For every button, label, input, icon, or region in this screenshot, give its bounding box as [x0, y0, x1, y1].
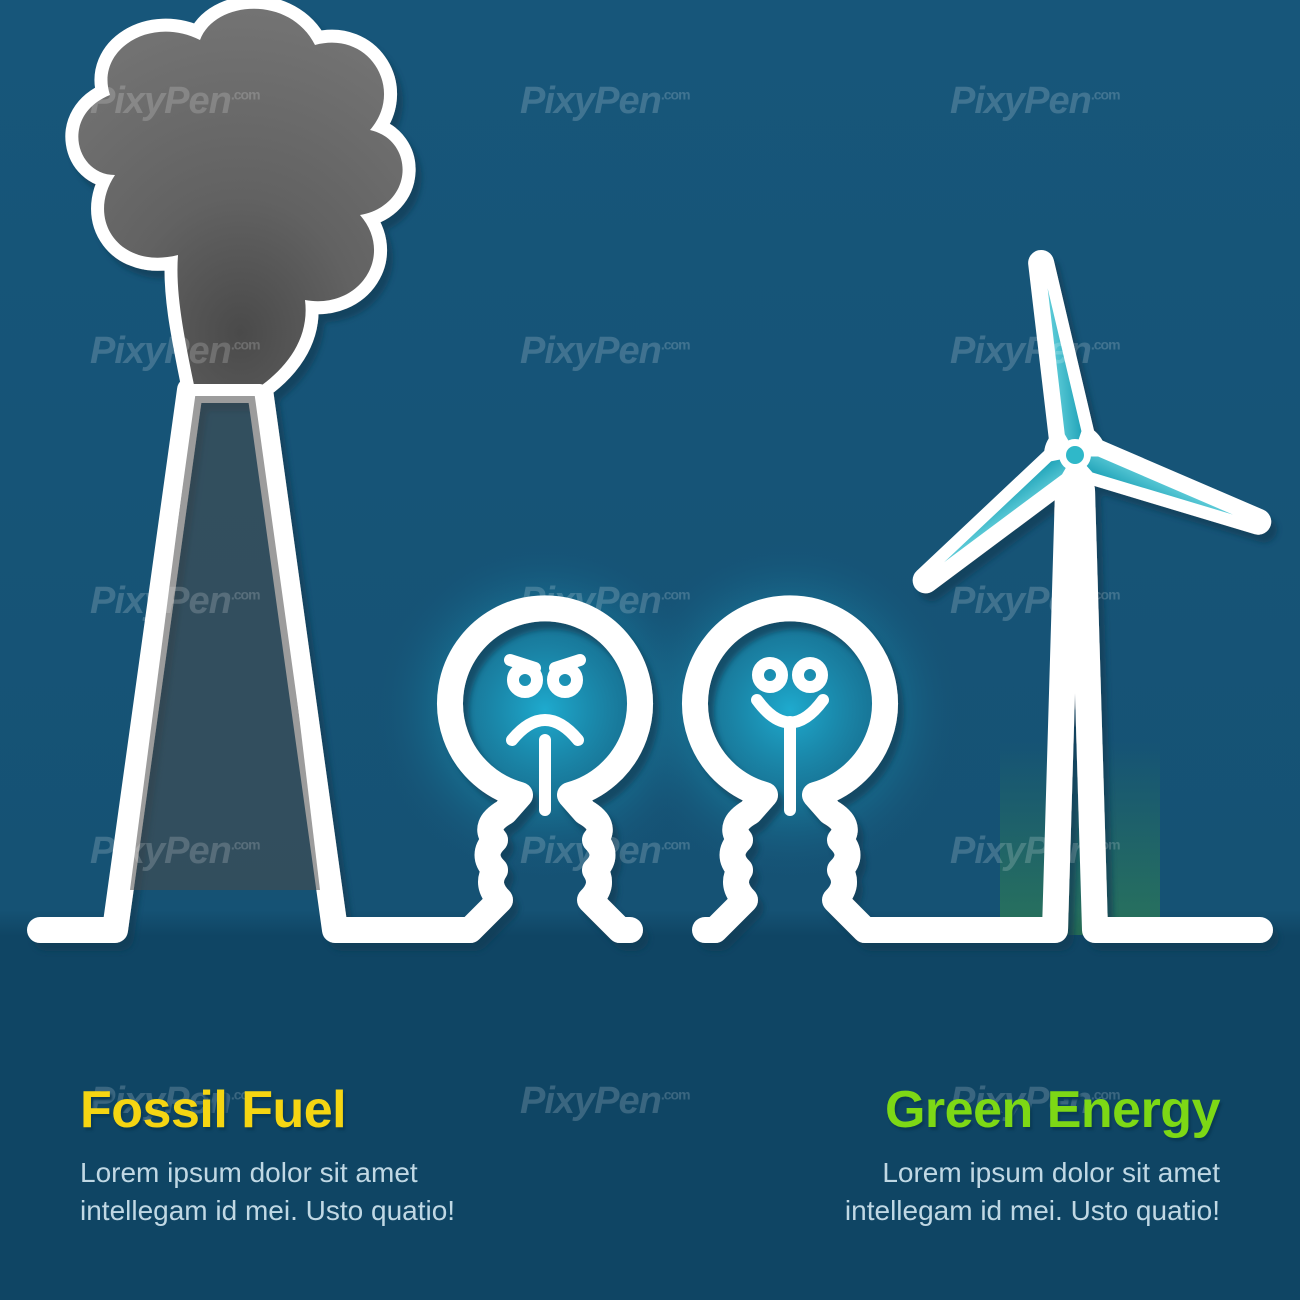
bulb-glow-right — [620, 540, 960, 880]
infographic-canvas: PixyPen.comPixyPen.comPixyPen.comPixyPen… — [0, 0, 1300, 1300]
green-energy-body: Lorem ipsum dolor sit amet intellegam id… — [800, 1154, 1220, 1230]
green-energy-heading: Green Energy — [800, 1080, 1220, 1140]
fossil-fuel-heading: Fossil Fuel — [80, 1080, 500, 1140]
green-energy-block: Green Energy Lorem ipsum dolor sit amet … — [800, 1080, 1220, 1230]
fossil-fuel-body: Lorem ipsum dolor sit amet intellegam id… — [80, 1154, 500, 1230]
fossil-fuel-block: Fossil Fuel Lorem ipsum dolor sit amet i… — [80, 1080, 500, 1230]
